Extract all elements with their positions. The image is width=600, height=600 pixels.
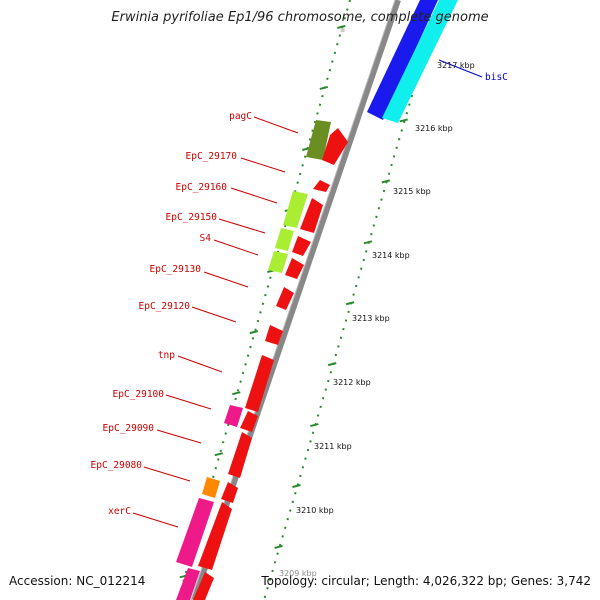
faded-top-label: ▪ [340,25,345,34]
gene-blue [367,0,438,120]
gene-red-2 [313,180,330,192]
gene-red-7 [265,325,283,345]
outer-ruler-tick-7 [214,452,224,457]
tick-label-3212: 3212 kbp [333,378,371,387]
gene-label-EpC_29130: EpC_29130 [150,264,202,275]
gene-cyan-bisC [382,0,458,123]
gene-red-10 [221,482,238,503]
gene-red-4 [292,236,311,256]
outer-ruler-tick-6 [232,391,241,396]
gene-label-EpC_29100: EpC_29100 [113,389,165,400]
inner-ruler-tick-4 [345,301,355,306]
label-leaders [132,116,299,528]
gene-label-xerC: xerC [108,506,131,517]
inner-ruler-tick-3 [363,240,373,245]
topology-text: Topology: circular; Length: 4,026,322 bp… [261,574,591,588]
gene-red-11 [198,502,232,570]
tick-label-3211: 3211 kbp [314,442,352,451]
gene-lime-EpC_29150 [275,228,294,251]
gene-red-3 [300,198,323,233]
gene-orange-EpC_29080 [202,477,220,498]
inner-ruler-tick-7 [292,484,301,488]
inner-ruler-tick-6 [310,423,319,428]
inner-ruler-tick-8 [274,544,283,549]
outer-ruler-tick-1 [319,85,329,90]
map-title: Erwinia pyrifoliae Ep1/96 chromosome, co… [111,10,489,25]
tick-label-3215: 3215 kbp [393,187,431,196]
gene-magenta-EpC_29100 [224,405,243,427]
gene-red-8 [240,411,258,432]
gene-label-pagC: pagC [229,111,252,122]
tick-label-3209: 3209 kbp [279,569,317,578]
outer-ruler-tick-0 [337,24,346,29]
tick-label-3214: 3214 kbp [372,251,410,260]
tick-label-3213: 3213 kbp [352,314,390,323]
gene-label-EpC_29120: EpC_29120 [139,301,191,312]
gene-red-bottom [193,572,214,600]
gene-label-S4: S4 [200,233,212,244]
gene-lime-EpC_29160 [283,191,308,228]
gene-red-tnp [245,355,274,412]
gene-red-5 [285,258,304,279]
bisC-leader [438,59,483,78]
inner-ruler-tick-5 [327,362,337,367]
gene-label-bisC: bisC [485,72,508,83]
gene-label-EpC_29150: EpC_29150 [166,212,218,223]
gene-red-1 [322,128,348,165]
gene-label-EpC_29160: EpC_29160 [176,182,228,193]
gene-red-9 [228,432,252,478]
tick-label-3216: 3216 kbp [415,124,453,133]
gene-label-EpC_29170: EpC_29170 [186,151,238,162]
outer-ruler-tick-5 [249,330,259,335]
tick-label-3217: 3217 kbp [437,61,475,70]
tick-label-3210: 3210 kbp [296,506,334,515]
inner-ruler-tick-1 [399,118,408,123]
gene-lime-S4 [268,251,288,273]
inner-ruler-tick-2 [381,179,391,184]
gene-olive-pagC [306,120,331,160]
accession-text: Accession: NC_012214 [9,574,146,588]
gene-label-tnp: tnp [158,350,175,361]
gene-magenta-bottom [176,568,200,600]
gene-label-EpC_29080: EpC_29080 [91,460,143,471]
gene-magenta-xerC [176,498,214,567]
gene-red-6 [276,287,294,310]
gene-label-EpC_29090: EpC_29090 [103,423,155,434]
